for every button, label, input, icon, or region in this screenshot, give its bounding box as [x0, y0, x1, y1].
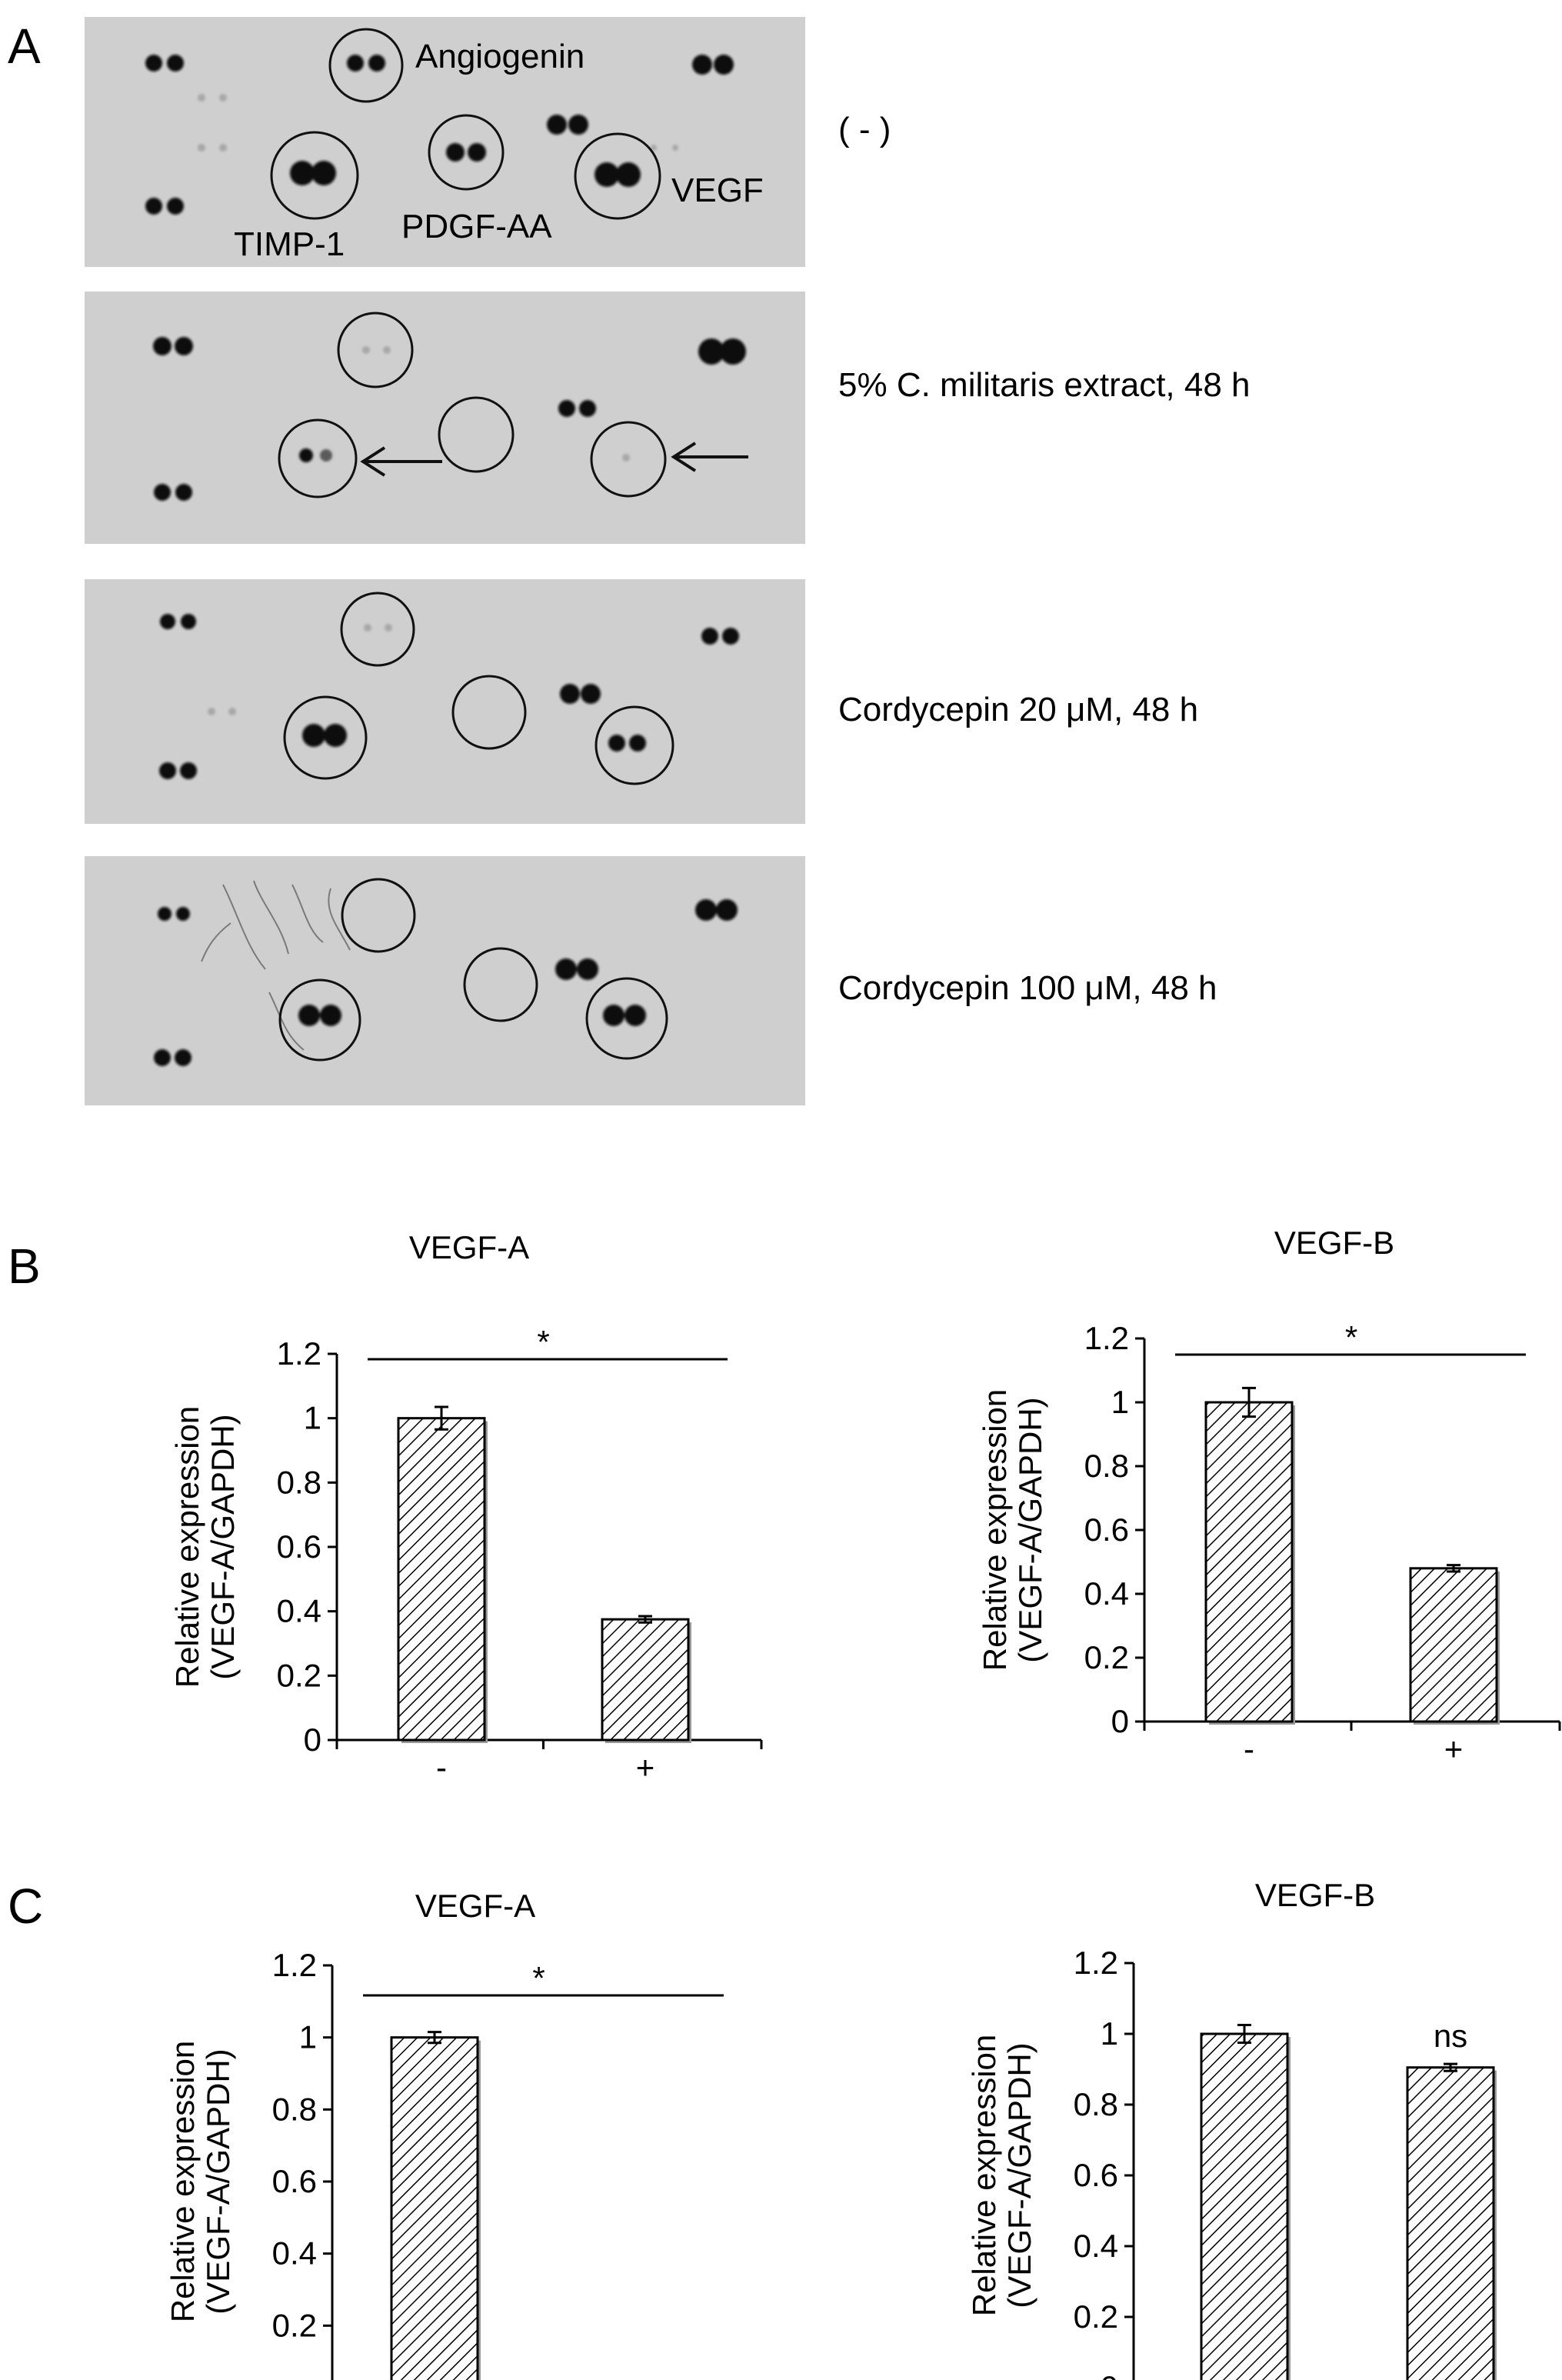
bar: [1409, 1567, 1498, 1723]
x-tick-label: -: [436, 1749, 447, 1785]
y-tick-label: 0.2: [1074, 2298, 1118, 2335]
y-axis-label: Relative expression: [977, 1389, 1013, 1672]
y-tick-label: 1.2: [1074, 1945, 1118, 1981]
y-tick-label: 0.8: [272, 2091, 317, 2127]
chart-title: VEGF-B: [1274, 1225, 1394, 1261]
bar: [397, 1417, 486, 1742]
panel-c-letter: C: [8, 1878, 43, 1934]
bar-chart-c-vegfb: VEGF-B Relative expression (VEGF-A/GAPDH) 0…: [966, 1877, 1497, 2380]
y-tick-label: 0.2: [272, 2307, 317, 2343]
y-axis-label: (VEGF-A/GAPDH): [1012, 1397, 1048, 1662]
y-tick-label: 1: [304, 1400, 321, 1436]
array-membrane-cordycepin-100: Cordycepin 100 μM, 48 h: [85, 856, 1217, 1105]
array-membrane-cordycepin-20: Cordycepin 20 μM, 48 h: [85, 579, 1198, 824]
panel-a-letter: A: [8, 18, 41, 74]
panel-b-letter: B: [8, 1238, 41, 1294]
y-tick-label: 0.8: [1084, 1448, 1129, 1484]
y-tick-label: 0: [1111, 1703, 1129, 1739]
y-axis-label: Relative expression: [966, 2035, 1002, 2317]
condition-label-extract: 5% C. militaris extract, 48 h: [838, 366, 1251, 404]
membrane-background: [85, 579, 805, 824]
arrow-icon: [360, 442, 748, 477]
x-tick-label: -: [1244, 1731, 1254, 1767]
y-tick-label: 0.6: [272, 2163, 317, 2199]
y-tick-label: 0.6: [1074, 2157, 1118, 2193]
membrane-background: [85, 17, 805, 267]
significance-marker: *: [537, 1324, 549, 1360]
membrane-background: [85, 292, 805, 544]
label-angiogenin: Angiogenin: [415, 38, 585, 75]
y-tick-label: 1.2: [1084, 1320, 1129, 1356]
significance-marker: *: [1345, 1319, 1357, 1355]
y-axis-label: Relative expression: [169, 1406, 205, 1688]
label-timp1: TIMP-1: [234, 225, 345, 263]
label-vegf: VEGF: [671, 172, 764, 209]
y-tick-label: 0.4: [277, 1593, 321, 1629]
y-axis-label: (VEGF-A/GAPDH): [1001, 2042, 1037, 2308]
chart-title: VEGF-A: [415, 1888, 535, 1924]
y-tick-label: 0.4: [1084, 1575, 1129, 1612]
y-tick-label: 1: [1111, 1384, 1129, 1420]
y-tick-label: 0.8: [277, 1464, 321, 1500]
y-tick-label: 1: [299, 2019, 317, 2055]
bar-chart-c-vegfa: VEGF-A Relative expression (VEGF-A/GAPDH) 0…: [165, 1888, 724, 2380]
bar-chart-b-vegfb: VEGF-B Relative expression (VEGF-A/GAPDH) 0…: [977, 1225, 1561, 1767]
y-tick-label: 0.2: [1084, 1639, 1129, 1675]
x-tick-label: +: [1444, 1731, 1464, 1767]
condition-label-cordycepin-100: Cordycepin 100 μM, 48 h: [838, 969, 1217, 1007]
bar: [601, 1618, 690, 1742]
array-membrane-control: Angiogenin TIMP-1 PDGF-AA VEGF ( - ): [85, 17, 891, 267]
condition-label-control: ( - ): [838, 111, 891, 148]
bar-chart-b-vegfa: VEGF-A Relative expression (VEGF-A/GAPDH) 0…: [169, 1229, 763, 1785]
y-tick-label: 0.2: [277, 1657, 321, 1693]
y-axis-label: (VEGF-A/GAPDH): [205, 1414, 241, 1679]
bar: [1204, 1401, 1294, 1723]
label-pdgfaa: PDGF-AA: [401, 208, 552, 245]
membrane-background: [85, 856, 805, 1105]
bar-annotation: ns: [1434, 2018, 1467, 2054]
chart-title: VEGF-B: [1255, 1877, 1375, 1913]
y-tick-label: 0: [1101, 2369, 1118, 2380]
y-tick-label: 0.4: [1074, 2228, 1118, 2264]
y-tick-label: 0.8: [1074, 2086, 1118, 2122]
y-tick-label: 0.4: [272, 2235, 317, 2272]
chart-title: VEGF-A: [409, 1229, 529, 1265]
y-tick-label: 0: [304, 1722, 321, 1758]
condition-label-cordycepin-20: Cordycepin 20 μM, 48 h: [838, 691, 1198, 728]
y-axis-label: (VEGF-A/GAPDH): [200, 2048, 236, 2314]
significance-marker: *: [532, 1960, 545, 1996]
y-tick-label: 0.6: [277, 1528, 321, 1565]
y-tick-label: 1: [1101, 2015, 1118, 2052]
bar: [1200, 2032, 1289, 2380]
panel-a: A: [8, 17, 1251, 1105]
y-tick-label: 1.2: [272, 1947, 317, 1983]
y-axis-label: Relative expression: [165, 2041, 201, 2323]
y-tick-label: 0.6: [1084, 1512, 1129, 1548]
membrane-scratch: [201, 880, 351, 1051]
y-tick-label: 1.2: [277, 1335, 321, 1372]
x-tick-label: +: [636, 1749, 655, 1785]
bar: [390, 2036, 479, 2380]
array-membrane-extract: 5% C. militaris extract, 48 h: [85, 292, 1251, 544]
bar: [1406, 2066, 1495, 2380]
